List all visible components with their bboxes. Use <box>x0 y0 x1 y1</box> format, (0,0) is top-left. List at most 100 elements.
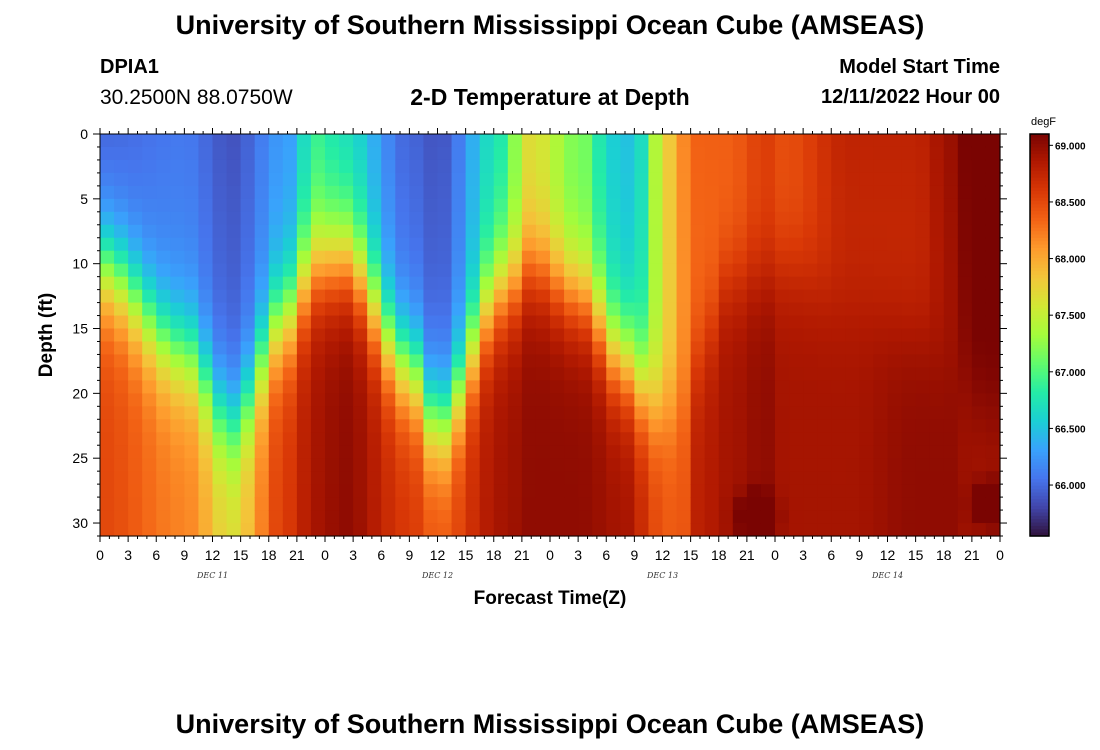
heatmap-cell <box>704 406 720 420</box>
heatmap-cell <box>451 393 467 407</box>
heatmap-cell <box>775 211 790 226</box>
heatmap-cell <box>268 134 284 148</box>
heatmap-cell <box>550 367 565 381</box>
heatmap-cell <box>310 315 326 330</box>
heatmap-cell <box>929 393 945 407</box>
heatmap-cell <box>592 237 607 252</box>
heatmap-cell <box>226 354 242 369</box>
heatmap-cell <box>325 380 340 394</box>
heatmap-cell <box>732 367 748 381</box>
heatmap-cell <box>550 354 565 369</box>
heatmap-cell <box>915 419 931 433</box>
heatmap-cell <box>282 341 298 356</box>
heatmap-cell <box>493 458 509 472</box>
heatmap-cell <box>704 315 720 330</box>
heatmap-cell <box>985 380 1001 394</box>
heatmap-cell <box>634 211 650 226</box>
heatmap-cell <box>339 354 354 369</box>
heatmap-cell <box>240 432 256 446</box>
heatmap-cell <box>873 289 889 304</box>
heatmap-cell <box>915 185 931 200</box>
heatmap-cell <box>746 393 762 407</box>
heatmap-cell <box>339 471 354 485</box>
heatmap-cell <box>985 276 1001 291</box>
heatmap-cell <box>592 419 607 433</box>
heatmap-cell <box>718 237 734 252</box>
heatmap-cell <box>114 250 129 265</box>
heatmap-cell <box>985 419 1001 433</box>
colorbar-step <box>1030 348 1049 353</box>
colorbar-step <box>1030 288 1049 293</box>
heatmap-cell <box>760 198 776 213</box>
heatmap-cell <box>437 198 453 213</box>
heatmap-cell <box>339 432 354 446</box>
heatmap-cell <box>198 458 214 472</box>
heatmap-cell <box>746 250 762 265</box>
heatmap-cell <box>760 263 776 278</box>
heatmap-cell <box>648 302 664 317</box>
heatmap-cell <box>676 289 692 304</box>
heatmap-cell <box>775 471 790 485</box>
x-axis-label: Forecast Time(Z) <box>474 588 627 609</box>
heatmap-cell <box>521 393 537 407</box>
heatmap-cell <box>535 237 551 252</box>
heatmap-cell <box>943 432 959 446</box>
heatmap-cell <box>381 185 396 200</box>
heatmap-cell <box>156 172 171 187</box>
heatmap-cell <box>507 367 523 381</box>
heatmap-cell <box>901 419 917 433</box>
heatmap-cell <box>648 134 664 148</box>
heatmap-cell <box>282 484 298 498</box>
heatmap-cell <box>381 146 396 161</box>
colorbar-step <box>1030 525 1049 530</box>
heatmap-cell <box>578 211 593 226</box>
heatmap-cell <box>929 419 945 433</box>
heatmap-cell <box>142 159 157 174</box>
heatmap-cell <box>550 328 565 343</box>
heatmap-cell <box>592 224 607 239</box>
colorbar-step <box>1030 157 1049 162</box>
heatmap-cell <box>620 523 635 537</box>
x-tick-label: 21 <box>739 547 755 563</box>
heatmap-cell <box>353 354 368 369</box>
heatmap-cell <box>634 302 650 317</box>
heatmap-cell <box>718 458 734 472</box>
heatmap-cell <box>479 510 495 524</box>
heatmap-cell <box>760 185 776 200</box>
heatmap-cell <box>746 380 762 394</box>
heatmap-cell <box>465 134 481 148</box>
heatmap-cell <box>479 471 495 485</box>
heatmap-cell <box>732 224 748 239</box>
heatmap-cell <box>395 484 410 498</box>
heatmap-cell <box>395 523 410 537</box>
heatmap-cell <box>423 134 439 148</box>
heatmap-cell <box>114 289 129 304</box>
heatmap-cell <box>296 134 312 148</box>
x-tick-label: 15 <box>908 547 924 563</box>
heatmap-cell <box>817 510 832 524</box>
heatmap-cell <box>746 276 762 291</box>
heatmap-cell <box>985 172 1001 187</box>
heatmap-cell <box>395 198 410 213</box>
footer-title: University of Southern Mississippi Ocean… <box>175 709 925 739</box>
heatmap-cell <box>535 211 551 226</box>
heatmap-cell <box>339 172 354 187</box>
heatmap-cell <box>479 159 495 174</box>
heatmap-cell <box>606 146 621 161</box>
heatmap-cell <box>676 263 692 278</box>
heatmap-cell <box>887 211 903 226</box>
heatmap-cell <box>648 146 664 161</box>
heatmap-cell <box>142 406 157 420</box>
heatmap-cell <box>142 276 157 291</box>
heatmap-cell <box>128 471 143 485</box>
heatmap-cell <box>254 354 270 369</box>
heatmap-cell <box>760 497 776 511</box>
heatmap-cell <box>803 341 818 356</box>
y-tick-label: 15 <box>72 321 88 337</box>
heatmap-cell <box>662 185 678 200</box>
heatmap-cell <box>114 224 129 239</box>
heatmap-cell <box>142 211 157 226</box>
heatmap-cell <box>128 380 143 394</box>
heatmap-cell <box>676 302 692 317</box>
heatmap-cell <box>507 211 523 226</box>
